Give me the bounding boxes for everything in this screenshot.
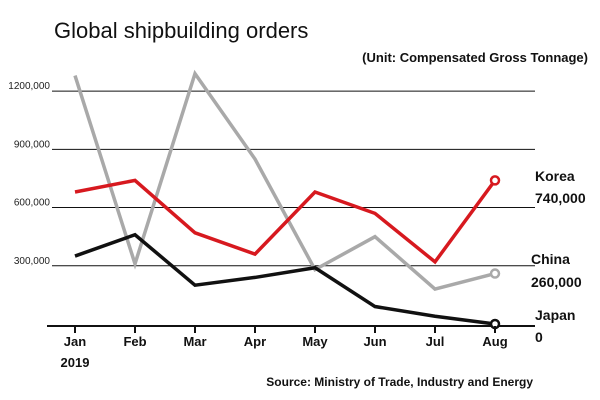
series-value-label: 260,000 [531, 274, 582, 290]
end-marker-china [489, 268, 501, 279]
y-tick-labels: 300,000 600,000 900,000 1200,000 [8, 81, 50, 267]
y-tick-label: 1200,000 [8, 81, 50, 92]
x-tick-labels: Jan Feb Mar Apr May Jun Jul Aug [64, 326, 508, 349]
series-end-labels: China 260,000 Korea 740,000 Japan 0 [531, 168, 586, 345]
x-tick-label: Jul [426, 334, 445, 349]
series-value-label: 0 [535, 329, 543, 345]
year-label: 2019 [61, 355, 90, 370]
series-line-china [73, 69, 496, 291]
source-note: Source: Ministry of Trade, Industry and … [266, 375, 533, 389]
series-line-korea [74, 178, 497, 265]
y-tick-label: 300,000 [14, 256, 51, 267]
gridlines [52, 90, 535, 267]
x-tick-label: May [302, 334, 328, 349]
end-marker-korea [489, 175, 501, 186]
y-tick-label: 900,000 [14, 139, 51, 150]
series-lines [73, 69, 497, 326]
x-tick-label: Apr [244, 334, 266, 349]
x-tick-label: Feb [123, 334, 146, 349]
x-tick-label: Jan [64, 334, 86, 349]
end-markers [489, 175, 501, 330]
series-name-label: Japan [535, 307, 575, 323]
unit-note: (Unit: Compensated Gross Tonnage) [362, 50, 588, 65]
series-name-label: China [531, 251, 570, 267]
series-name-label: Korea [535, 168, 575, 184]
chart-title: Global shipbuilding orders [54, 18, 308, 43]
y-tick-label: 600,000 [14, 198, 51, 209]
x-tick-label: Jun [363, 334, 386, 349]
x-tick-label: Mar [183, 334, 206, 349]
series-line-japan [74, 232, 496, 326]
x-tick-label: Aug [482, 334, 507, 349]
series-value-label: 740,000 [535, 190, 586, 206]
